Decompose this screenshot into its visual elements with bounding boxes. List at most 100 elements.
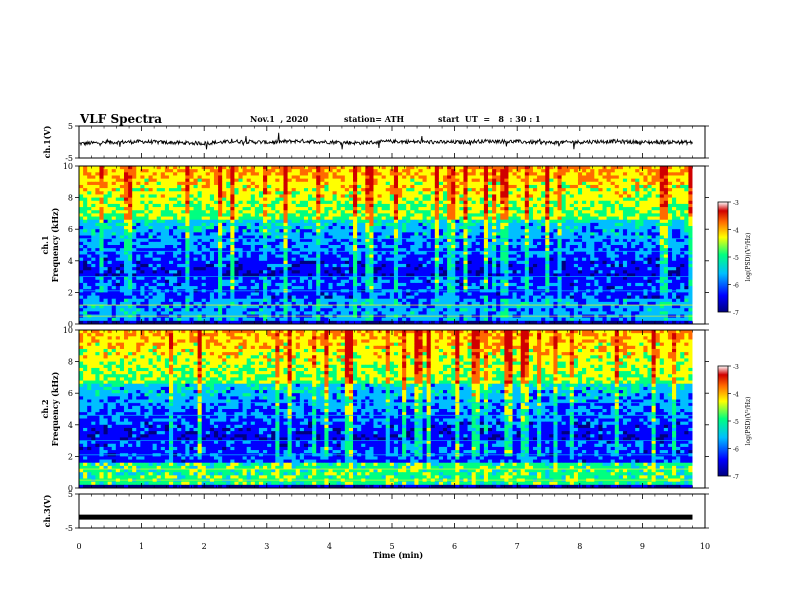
spectrogram-cell xyxy=(87,263,92,268)
spectrogram-cell xyxy=(487,232,493,236)
spectrogram-cell xyxy=(520,178,526,183)
spectrogram-cell xyxy=(577,178,583,183)
spectrogram-cell xyxy=(275,188,280,192)
spectrogram-cell xyxy=(95,200,100,205)
spectrogram-cell xyxy=(369,226,374,230)
spectrogram-cell xyxy=(402,257,407,262)
spectrogram-cell xyxy=(483,241,489,246)
spectrogram-cell xyxy=(348,229,354,233)
spectrogram-cell xyxy=(316,181,321,186)
spectrogram-cell xyxy=(590,191,595,195)
spectrogram-cell xyxy=(271,169,276,173)
spectrogram-cell xyxy=(369,210,374,214)
spectrogram-cell xyxy=(487,216,493,221)
spectrogram-cell xyxy=(627,175,632,180)
spectrogram-cell xyxy=(246,191,252,195)
spectrogram-cell xyxy=(573,245,579,249)
spectrogram-cell xyxy=(471,245,477,249)
spectrogram-cell xyxy=(655,194,661,198)
spectrogram-cell xyxy=(303,248,309,252)
spectrogram-cell xyxy=(577,251,583,255)
spectrogram-cell xyxy=(487,194,493,198)
spectrogram-cell xyxy=(99,203,104,208)
spectrogram-cell xyxy=(357,226,362,230)
spectrogram-cell xyxy=(213,222,219,227)
spectrogram-cell xyxy=(426,235,432,240)
spectrogram-cell xyxy=(213,200,219,205)
spectrogram-cell xyxy=(377,263,383,268)
spectrogram-cell xyxy=(438,203,444,208)
spectrogram-cell xyxy=(303,207,309,211)
spectrogram-cell xyxy=(160,184,166,189)
spectrogram-cell xyxy=(680,219,685,224)
spectrogram-cell xyxy=(324,188,329,192)
spectrogram-cell xyxy=(344,226,350,230)
spectrogram-cell xyxy=(226,166,231,170)
spectrogram-cell xyxy=(144,172,149,176)
spectrogram-cell xyxy=(549,222,554,227)
spectrogram-cell xyxy=(250,178,256,183)
spectrogram-cell xyxy=(492,194,497,198)
spectrogram-cell xyxy=(622,248,628,252)
spectrogram-cell xyxy=(622,166,628,170)
spectrogram-cell xyxy=(136,267,141,271)
spectrogram-cell xyxy=(561,175,567,180)
spectrogram-cell xyxy=(590,194,595,198)
spectrogram-cell xyxy=(185,210,190,214)
spectrogram-cell xyxy=(610,251,616,255)
spectrogram-cell xyxy=(254,241,260,246)
spectrogram-cell xyxy=(201,263,207,268)
spectrogram-cell xyxy=(483,222,489,227)
spectrogram-cell xyxy=(365,172,370,176)
spectrogram-cell xyxy=(667,216,673,221)
spectrogram-cell xyxy=(189,181,194,186)
spectrogram-cell xyxy=(320,260,325,265)
spectrogram-cell xyxy=(287,184,293,189)
spectrogram-cell xyxy=(406,222,411,227)
spectrogram-cell xyxy=(369,197,374,202)
spectrogram-cell xyxy=(561,166,567,170)
spectrogram-cell xyxy=(173,232,178,236)
spectrogram-cell xyxy=(635,248,640,252)
spectrogram-cell xyxy=(463,197,468,202)
spectrogram-cell xyxy=(164,216,170,221)
spectrogram-cell xyxy=(496,219,501,224)
spectrogram-cell xyxy=(348,194,354,198)
spectrogram-cell xyxy=(263,213,268,217)
spectrogram-cell xyxy=(119,181,125,186)
spectrogram-cell xyxy=(181,213,186,217)
spectrogram-cell xyxy=(406,219,411,224)
spectrogram-cell xyxy=(586,184,591,189)
spectrogram-cell xyxy=(537,248,542,252)
spectrogram-cell xyxy=(414,238,419,243)
spectrogram-cell xyxy=(197,188,203,192)
spectrogram-cell xyxy=(250,254,256,259)
spectrogram-cell xyxy=(430,172,436,176)
spectrogram-cell xyxy=(672,175,677,180)
spectrogram-cell xyxy=(512,229,518,233)
spectrogram-cell xyxy=(164,219,170,224)
spectrogram-cell xyxy=(483,260,489,265)
spectrogram-cell xyxy=(291,254,297,259)
spectrogram-cell xyxy=(369,175,374,180)
spectrogram-cell xyxy=(168,169,174,173)
spectrogram-cell xyxy=(373,248,378,252)
spectrogram-cell xyxy=(369,235,374,240)
spectrogram-cell xyxy=(189,260,194,265)
spectrogram-cell xyxy=(508,260,513,265)
spectrogram-cell xyxy=(463,169,468,173)
spectrogram-cell xyxy=(422,251,428,255)
spectrogram-cell xyxy=(111,219,117,224)
spectrogram-cell xyxy=(357,175,362,180)
spectrogram-cell xyxy=(254,172,260,176)
spectrogram-cell xyxy=(381,197,387,202)
spectrogram-cell xyxy=(651,257,657,262)
spectrogram-cell xyxy=(291,200,297,205)
spectrogram-cell xyxy=(684,181,689,186)
spectrogram-cell xyxy=(381,226,387,230)
spectrogram-cell xyxy=(414,184,419,189)
spectrogram-cell xyxy=(115,194,121,198)
spectrogram-cell xyxy=(561,263,567,268)
spectrogram-cell xyxy=(684,191,689,195)
spectrogram-cell xyxy=(197,222,203,227)
